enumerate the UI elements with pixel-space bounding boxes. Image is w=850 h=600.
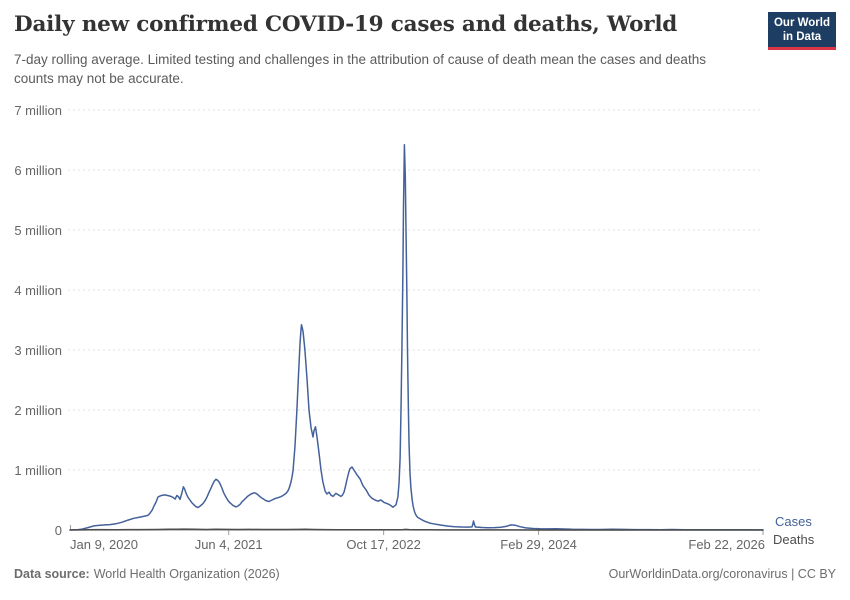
chart-footer: Data source: World Health Organization (2… [14,566,836,583]
x-axis-tick-label: Feb 29, 2024 [500,537,577,552]
y-axis-tick-label: 4 million [14,282,62,298]
data-source: Data source: World Health Organization (2… [14,566,280,583]
y-axis-tick-label: 6 million [14,162,62,178]
x-axis-tick-label: Feb 22, 2026 [688,537,765,552]
data-source-label: Data source: [14,567,90,581]
data-source-value: World Health Organization (2026) [93,567,280,581]
x-axis-tick-label: Jun 4, 2021 [194,537,263,552]
x-axis-tick-label: Jan 9, 2020 [70,537,138,552]
y-axis-tick-label: 2 million [14,402,62,418]
y-axis-tick-label: 7 million [14,102,62,118]
owid-logo-line2: in Data [782,31,822,43]
attribution-link[interactable]: OurWorldinData.org/coronavirus | CC BY [608,567,836,581]
page-title: Daily new confirmed COVID-19 cases and d… [14,12,678,37]
legend-deaths[interactable]: Deaths [773,532,815,547]
x-axis-tick-label: Oct 17, 2022 [346,537,421,552]
cases-line[interactable] [69,144,764,531]
owid-logo[interactable]: Our World in Data [768,12,836,50]
deaths-line[interactable] [69,528,764,531]
chart-subtitle: 7-day rolling average. Limited testing a… [14,52,706,86]
y-axis-tick-label: 0 [54,522,62,538]
owid-logo-line1: Our World [773,17,830,29]
y-axis-tick-label: 3 million [14,342,62,358]
legend-cases[interactable]: Cases [775,514,812,529]
y-axis-tick-label: 5 million [14,222,62,238]
y-axis-tick-label: 1 million [14,462,62,478]
